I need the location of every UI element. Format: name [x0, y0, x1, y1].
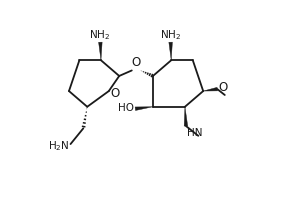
Text: NH$_2$: NH$_2$ [160, 28, 181, 42]
Polygon shape [99, 42, 102, 60]
Text: HN: HN [187, 128, 202, 138]
Text: NH$_2$: NH$_2$ [89, 28, 111, 42]
Polygon shape [184, 107, 188, 126]
Polygon shape [169, 42, 172, 60]
Text: O: O [131, 56, 141, 69]
Polygon shape [135, 107, 153, 110]
Text: O: O [111, 87, 120, 100]
Text: HO: HO [118, 103, 134, 113]
Text: O: O [218, 81, 227, 94]
Polygon shape [203, 87, 217, 91]
Text: H$_2$N: H$_2$N [48, 139, 69, 152]
